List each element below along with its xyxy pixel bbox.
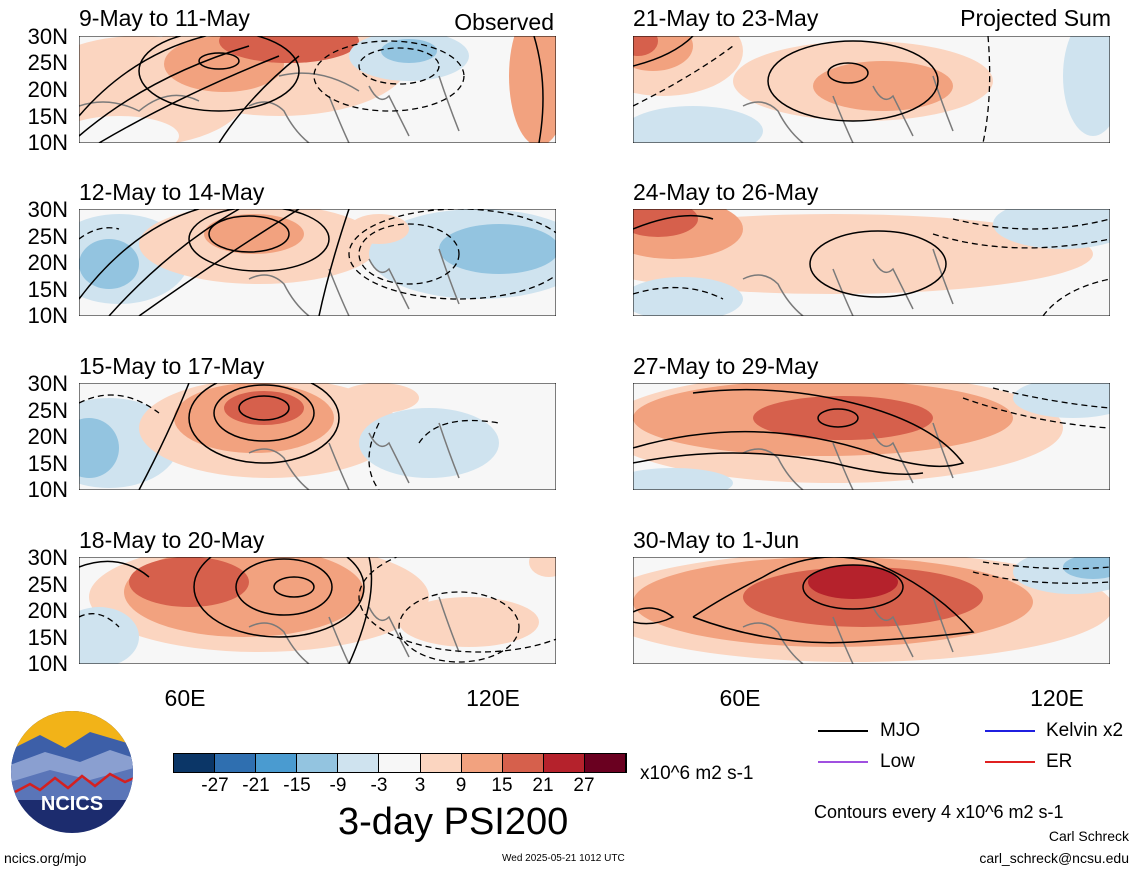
colorbar-label: -3 [370,775,388,796]
panel-title: 30-May to 1-Jun [633,527,800,553]
map-panel [79,557,556,664]
map-panel [79,383,556,490]
legend-swatch-mjo [818,730,868,732]
panel-title: 12-May to 14-May [79,179,265,205]
y-tick: 30N [27,545,68,570]
y-tick: 25N [27,224,68,249]
y-tick: 20N [27,77,68,102]
footer-email[interactable]: carl_schreck@ncsu.edu [979,850,1129,866]
map-panel [79,36,556,143]
y-tick: 10N [27,651,68,676]
colorbar-label: -21 [242,775,270,796]
colorbar-swatch [297,754,339,772]
y-tick: 30N [27,197,68,222]
footer-author: Carl Schreck [1048,828,1129,844]
contours-note: Contours every 4 x10^6 m2 s-1 [814,802,1064,822]
colorbar-swatch [338,754,380,772]
map-panel [79,209,556,316]
colorbar-swatch [502,754,544,772]
projected-sum-label: Projected Sum [960,5,1111,31]
y-tick: 30N [27,24,68,49]
panel-title: 9-May to 11-May [79,5,250,31]
y-tick: 30N [27,371,68,396]
y-tick: 15N [27,104,68,129]
map-panel [633,36,1110,143]
x-tick: 60E [164,685,206,711]
legend-label: MJO [880,720,921,741]
ncics-logo: NCICS [11,711,133,833]
footer-timestamp: Wed 2025-05-21 1012 UTC [502,853,625,864]
map-panel [633,209,1110,316]
legend-label: Kelvin x2 [1046,720,1124,741]
colorbar-label: 3 [414,775,426,796]
y-tick: 10N [27,303,68,328]
colorbar-label: 21 [532,775,554,796]
colorbar-label: -27 [201,775,229,796]
legend-label: ER [1046,751,1073,772]
legend-label: Low [880,751,915,772]
panel-title: 21-May to 23-May [633,5,819,31]
colorbar-swatch [379,754,421,772]
colorbar-units: x10^6 m2 s-1 [640,763,754,784]
colorbar-label: 27 [573,775,595,796]
colorbar-label: -9 [329,775,347,796]
y-tick: 20N [27,598,68,623]
panel-title: 27-May to 29-May [633,353,819,379]
colorbar-swatch [461,754,503,772]
y-tick: 15N [27,451,68,476]
y-tick: 25N [27,398,68,423]
logo-text: NCICS [41,793,103,815]
y-tick: 15N [27,277,68,302]
colorbar-swatch [256,754,298,772]
colorbar-swatch [174,754,216,772]
y-tick: 25N [27,572,68,597]
colorbar-swatch [215,754,257,772]
map-panel [633,383,1110,490]
x-tick: 60E [719,685,761,711]
map-panel [633,557,1110,664]
legend-swatch-kelvin [985,730,1035,732]
y-tick: 20N [27,424,68,449]
legend-swatch-low [818,761,868,763]
x-tick: 120E [1030,685,1084,711]
legend-swatch-er [985,761,1035,763]
panel-title: 24-May to 26-May [633,179,819,205]
y-tick: 20N [27,250,68,275]
panel-title: 15-May to 17-May [79,353,265,379]
colorbar-swatch [584,754,627,772]
colorbar-label: 9 [455,775,467,796]
colorbar-swatch [420,754,462,772]
colorbar [173,753,627,773]
y-tick: 10N [27,130,68,155]
colorbar-label: -15 [283,775,311,796]
colorbar-swatch [543,754,585,772]
panel-title: 18-May to 20-May [79,527,265,553]
plot-title: 3-day PSI200 [338,801,569,843]
x-tick: 120E [466,685,520,711]
y-tick: 10N [27,477,68,502]
footer-url[interactable]: ncics.org/mjo [4,850,87,866]
y-tick: 25N [27,50,68,75]
observed-label: Observed [454,9,554,35]
colorbar-label: 15 [491,775,513,796]
y-tick: 15N [27,625,68,650]
